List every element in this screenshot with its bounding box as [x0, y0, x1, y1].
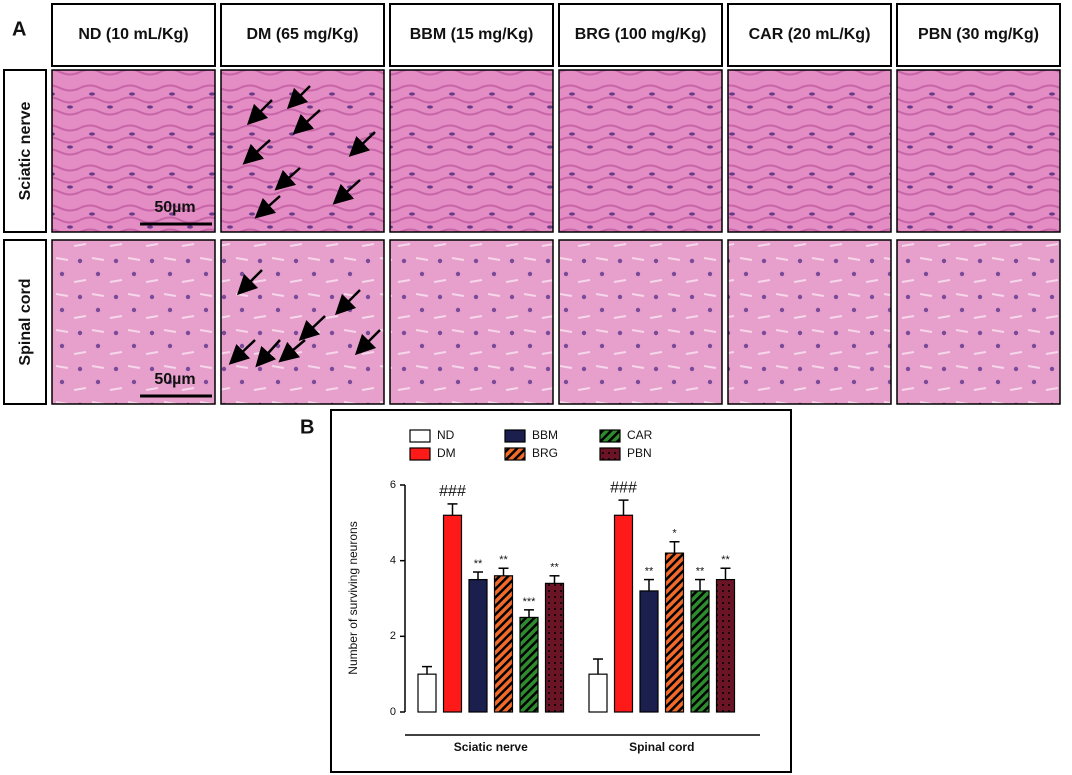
y-tick-label: 2 [390, 630, 396, 642]
panel-label: B [300, 416, 314, 438]
row-header-box [3, 69, 47, 233]
legend-swatch [504, 447, 526, 461]
header-box [727, 3, 892, 67]
significance-marker: *** [523, 596, 537, 608]
micrograph [727, 69, 892, 233]
legend-swatch [504, 429, 526, 443]
micrograph [896, 239, 1061, 405]
header-box [896, 3, 1061, 67]
y-axis-title: Number of surviving neurons [346, 521, 360, 674]
bar [664, 552, 685, 713]
micrograph [558, 69, 723, 233]
bar [613, 514, 634, 713]
header-box [389, 3, 554, 67]
panel-label: A [12, 18, 26, 40]
header-box [51, 3, 216, 67]
significance-marker: * [672, 528, 677, 540]
significance-marker: ** [696, 565, 705, 577]
micrograph [389, 69, 554, 233]
header-box [220, 3, 385, 67]
x-tick-label: Spinal cord [629, 740, 694, 754]
legend-label: BBM [532, 428, 558, 442]
panel-a: ND (10 mL/Kg) DM (65 mg/Kg) BBM (15 mg/Kg)… [3, 3, 1061, 405]
significance-marker: ### [610, 479, 637, 496]
row-header: Sciatic nerve [17, 102, 34, 201]
column-header: BRG (100 mg/Kg) [575, 26, 707, 43]
significance-marker: ** [474, 558, 483, 570]
legend-label: PBN [627, 446, 652, 460]
y-tick-label: 4 [390, 555, 396, 567]
micrograph [389, 239, 554, 405]
significance-marker: ### [439, 483, 466, 500]
bar [468, 578, 488, 713]
micrograph [51, 239, 216, 405]
bar [442, 514, 463, 713]
legend-swatch [409, 429, 431, 443]
micrograph [51, 69, 216, 233]
column-header: CAR (20 mL/Kg) [749, 26, 871, 43]
micrograph [896, 69, 1061, 233]
micrograph [558, 239, 723, 405]
significance-marker: ** [645, 565, 654, 577]
legend-label: CAR [627, 428, 653, 442]
significance-marker: ** [550, 562, 559, 574]
legend-label: DM [437, 446, 456, 460]
legend-swatch [409, 447, 431, 461]
column-header: BBM (15 mg/Kg) [410, 26, 534, 43]
legend-label: ND [437, 428, 455, 442]
column-header: DM (65 mg/Kg) [247, 26, 359, 43]
legend-swatch [599, 429, 621, 443]
bar [690, 590, 710, 713]
legend-label: BRG [532, 446, 558, 460]
arrows [228, 85, 381, 368]
bar [493, 575, 514, 713]
bar [417, 673, 437, 713]
micrograph [727, 239, 892, 405]
header-box [558, 3, 723, 67]
column-header: PBN (30 mg/Kg) [918, 26, 1039, 43]
significance-marker: ** [721, 554, 730, 566]
column-header: ND (10 mL/Kg) [78, 26, 188, 43]
micrograph [220, 239, 385, 405]
row-header-box [3, 239, 47, 405]
bar [715, 578, 736, 713]
y-tick-label: 6 [390, 479, 396, 491]
x-tick-label: Sciatic nerve [454, 740, 528, 754]
panel-b-frame [330, 409, 792, 773]
bar [519, 616, 539, 713]
significance-marker: ** [499, 554, 508, 566]
legend-swatch [599, 447, 621, 461]
scale-bar-label: 50µm [154, 199, 195, 216]
bar [639, 590, 659, 713]
row-header: Spinal cord [17, 278, 34, 365]
bar [544, 582, 565, 713]
y-tick-label: 0 [390, 706, 396, 718]
bar [588, 673, 608, 713]
scale-bar-label: 50µm [154, 371, 195, 388]
